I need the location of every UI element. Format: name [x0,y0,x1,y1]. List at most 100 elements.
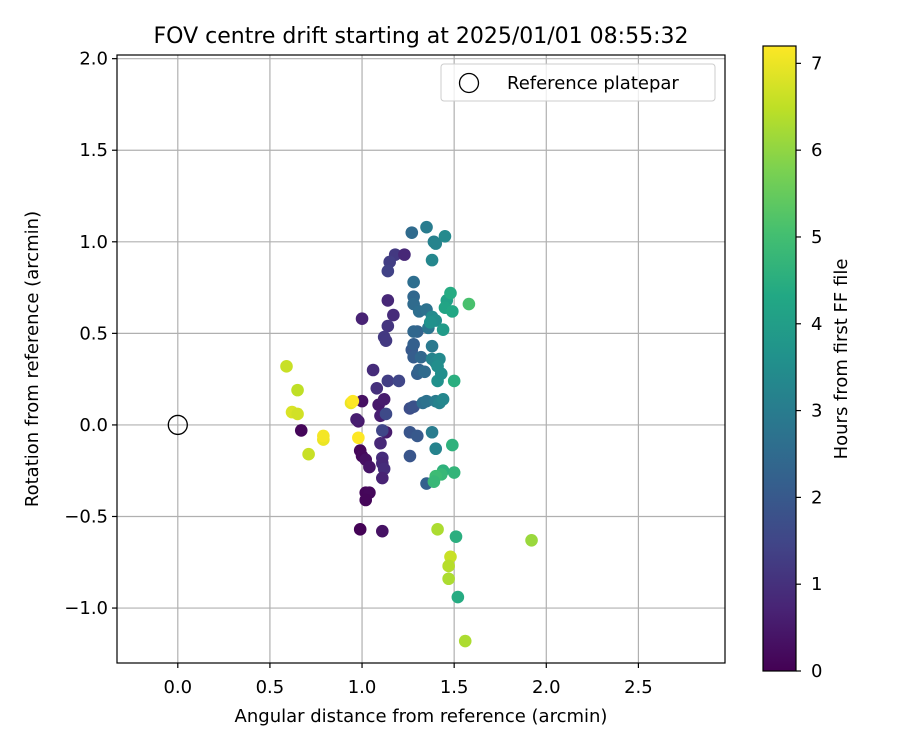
reference-marker [167,414,188,436]
colorbar-tick-label: 0 [811,661,822,682]
x-tick-label: 1.5 [440,677,469,698]
data-point [359,493,373,507]
y-tick-label: −1.0 [64,598,108,619]
x-tick-label: 0.5 [256,677,285,698]
grid [117,55,725,663]
data-point [405,226,419,239]
x-tick-label: 1.0 [348,677,377,698]
data-point [407,275,420,289]
colorbar-gradient [762,45,797,672]
data-point [449,530,463,543]
data-point [346,394,360,408]
x-tick-label: 0.0 [163,677,192,698]
data-point [431,523,444,536]
data-point [429,442,443,456]
data-point [363,460,376,474]
x-axis-ticks: 0.0 0.5 1.0 1.5 2.0 2.5 [163,663,653,698]
data-point [392,374,406,388]
data-point [423,316,437,329]
data-point [446,305,459,318]
data-point [381,374,395,388]
data-point [353,523,367,536]
reference-point [167,414,188,436]
data-point [442,559,455,573]
data-point [381,294,395,307]
data-point [447,466,461,479]
data-point [446,438,459,452]
y-tick-label: −0.5 [64,506,108,527]
data-point [425,425,439,439]
x-tick-label: 2.0 [532,677,561,698]
colorbar-tick-label: 5 [811,227,822,248]
data-point [379,407,393,421]
data-point [447,374,461,388]
colorbar-tick-label: 7 [811,53,822,74]
data-point [407,338,420,351]
data-point [425,253,439,267]
legend: Reference platepar [440,63,716,102]
data-point [280,360,293,373]
data-point [427,475,441,488]
x-tick-label: 2.5 [624,677,653,698]
data-point [403,449,417,463]
data-point [434,367,448,380]
legend-box [440,63,716,102]
data-point [387,308,400,322]
chart-title: FOV centre drift starting at 2025/01/01 … [154,24,689,49]
colorbar-tick-label: 2 [811,487,822,508]
y-tick-label: 0.5 [79,323,108,344]
data-point [442,572,455,586]
data-point [429,237,443,250]
data-point [451,590,465,604]
data-point [294,424,308,437]
data-point [420,220,433,234]
y-axis-label: Rotation from reference (arcmin) [22,211,43,507]
data-point [370,382,384,395]
colorbar-tick-label: 3 [811,401,822,422]
data-point [458,634,472,648]
data-point [462,297,476,311]
legend-marker [458,72,480,94]
plot-frame [116,54,726,664]
data-point [302,447,315,461]
data-point [438,230,452,243]
data-point [376,424,389,437]
data-point [350,413,363,426]
data-point [418,365,431,379]
legend-label: Reference platepar [507,73,679,94]
colorbar: 0 1 2 3 4 5 6 7 Hours from first FF file [762,45,852,682]
data-point [355,394,369,408]
data-point [411,429,424,443]
data-point [317,429,330,443]
data-point [377,392,391,406]
data-point [291,407,304,421]
data-point [425,339,439,353]
data-point [374,436,387,450]
data-point [366,363,380,377]
data-point [376,524,389,538]
data-point [398,248,411,261]
data-point [414,350,428,364]
y-tick-label: 1.5 [79,140,108,161]
colorbar-label: Hours from first FF file [831,259,852,460]
data-point [376,471,389,485]
data-point [381,319,395,333]
data-point [355,312,369,326]
y-tick-label: 0.0 [79,415,108,436]
y-axis-ticks: −1.0 −0.5 0.0 0.5 1.0 1.5 2.0 [64,49,117,619]
x-axis-label: Angular distance from reference (arcmin) [235,706,608,727]
colorbar-tick-label: 4 [811,314,822,335]
data-point [381,264,395,278]
data-point [436,323,450,336]
colorbar-ticks: 0 1 2 3 4 5 6 7 [796,53,822,682]
data-point [444,286,457,300]
data-point [407,325,420,338]
y-tick-label: 1.0 [79,232,108,253]
data-point [352,431,365,445]
data-point [420,394,433,408]
data-point [436,392,450,406]
data-point [525,534,538,547]
y-tick-label: 2.0 [79,49,108,70]
data-point [379,334,393,347]
